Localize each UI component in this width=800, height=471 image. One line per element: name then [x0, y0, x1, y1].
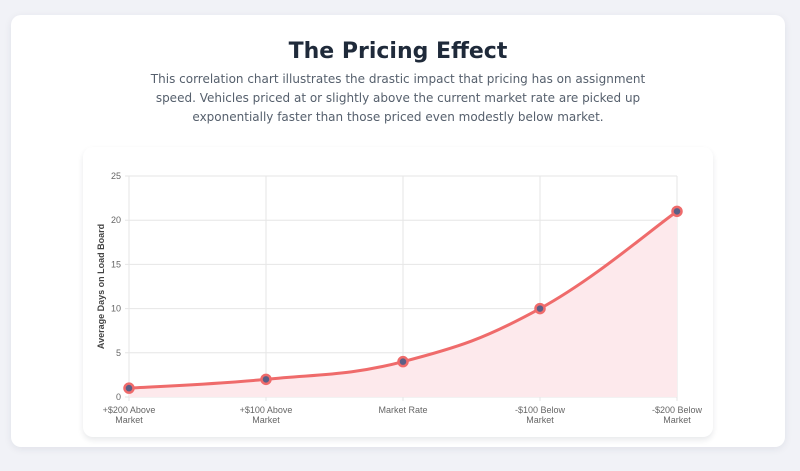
x-tick-label: +$100 Above Market: [240, 405, 293, 425]
x-tick-label: +$200 Above Market: [103, 405, 156, 425]
y-tick-label: 0: [116, 392, 121, 402]
x-tick-label: Market Rate: [378, 405, 427, 415]
data-point[interactable]: [123, 382, 135, 394]
x-tick-label: -$100 Below Market: [515, 405, 566, 425]
area-fill: [129, 211, 677, 397]
data-point[interactable]: [397, 355, 409, 368]
chart-description: This correlation chart illustrates the d…: [150, 72, 646, 124]
data-point[interactable]: [260, 373, 272, 386]
data-point[interactable]: [534, 302, 546, 315]
x-tick-label: -$200 Below Market: [652, 405, 703, 425]
y-tick-label: 5: [116, 348, 121, 358]
data-point[interactable]: [671, 205, 683, 218]
y-axis-title: Average Days on Load Board: [96, 224, 106, 349]
pricing-effect-card: The Pricing Effect This correlation char…: [11, 15, 785, 447]
y-tick-label: 15: [111, 259, 121, 269]
chart-container: 0 5 10 15 20 25 +$200 Above Market +$100 Above Ma…: [83, 147, 713, 437]
page-title: The Pricing Effect: [288, 39, 508, 64]
y-tick-label: 25: [111, 171, 121, 181]
line-chart: 0 5 10 15 20 25 +$200 Above Market +$100 Above Ma…: [96, 171, 703, 425]
y-tick-label: 20: [111, 215, 121, 225]
y-tick-label: 10: [111, 304, 121, 314]
